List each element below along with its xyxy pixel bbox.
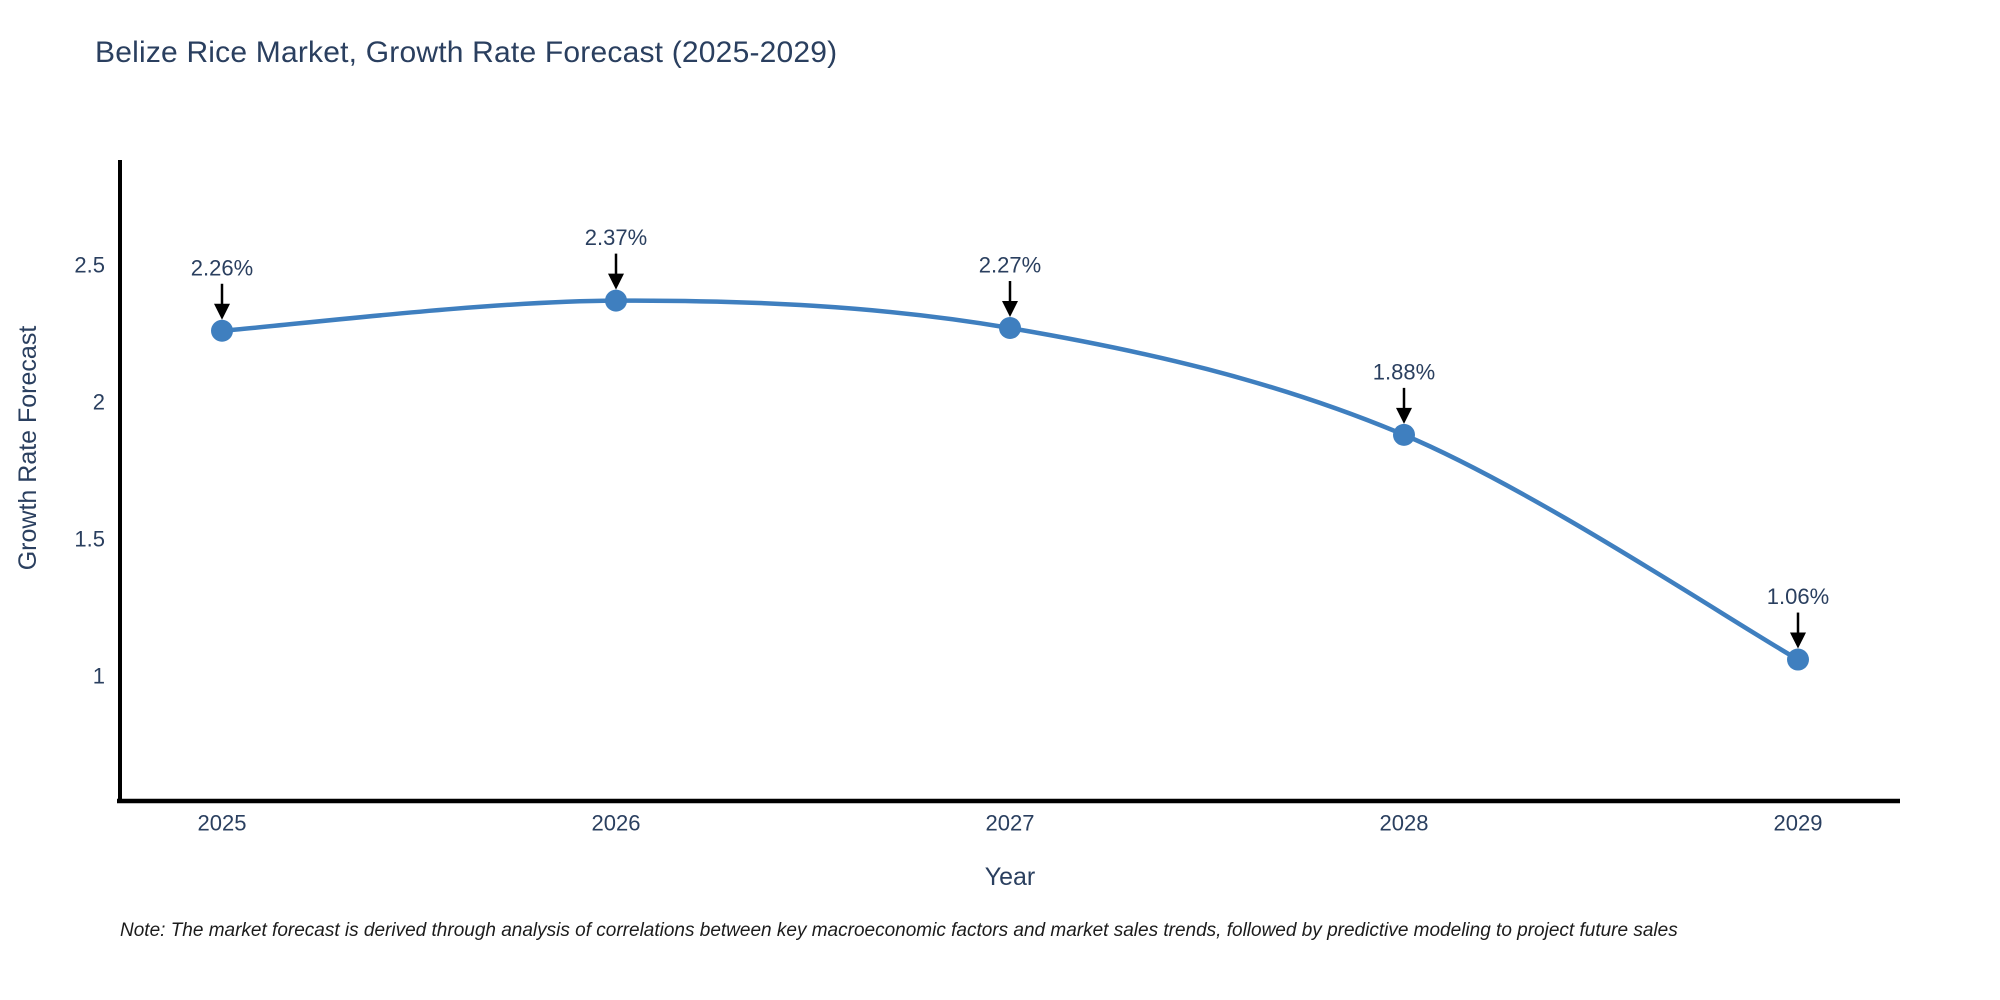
y-tick-label: 2 (93, 390, 105, 415)
x-tick-label: 2028 (1380, 811, 1429, 836)
data-point (1393, 423, 1415, 446)
y-tick-label: 1.5 (74, 527, 105, 552)
x-tick-label: 2026 (592, 811, 641, 836)
point-annotation: 2.27% (979, 253, 1041, 278)
data-point (211, 319, 233, 342)
y-tick-label: 1 (93, 664, 105, 689)
annotation-arrowhead (1396, 407, 1412, 424)
annotation-arrowhead (608, 273, 624, 290)
annotation-arrowhead (214, 303, 230, 320)
series-line (219, 298, 1801, 662)
x-axis-title: Year (985, 863, 1036, 891)
data-point (605, 289, 627, 312)
annotation-arrowhead (1790, 632, 1806, 649)
point-annotation: 1.88% (1373, 359, 1435, 384)
chart-title: Belize Rice Market, Growth Rate Forecast… (95, 36, 838, 69)
x-tick-label: 2029 (1774, 811, 1823, 836)
y-axis-title: Growth Rate Forecast (14, 326, 42, 571)
x-tick-label: 2025 (198, 811, 247, 836)
data-point (999, 317, 1021, 340)
point-annotation: 2.26% (191, 255, 253, 280)
point-annotation: 2.37% (585, 225, 647, 250)
annotation-arrowhead (1002, 301, 1018, 318)
point-annotation: 1.06% (1767, 584, 1829, 609)
y-tick-label: 2.5 (74, 253, 105, 278)
footnote: Note: The market forecast is derived thr… (120, 920, 1678, 941)
x-tick-label: 2027 (986, 811, 1035, 836)
data-point (1787, 648, 1809, 671)
